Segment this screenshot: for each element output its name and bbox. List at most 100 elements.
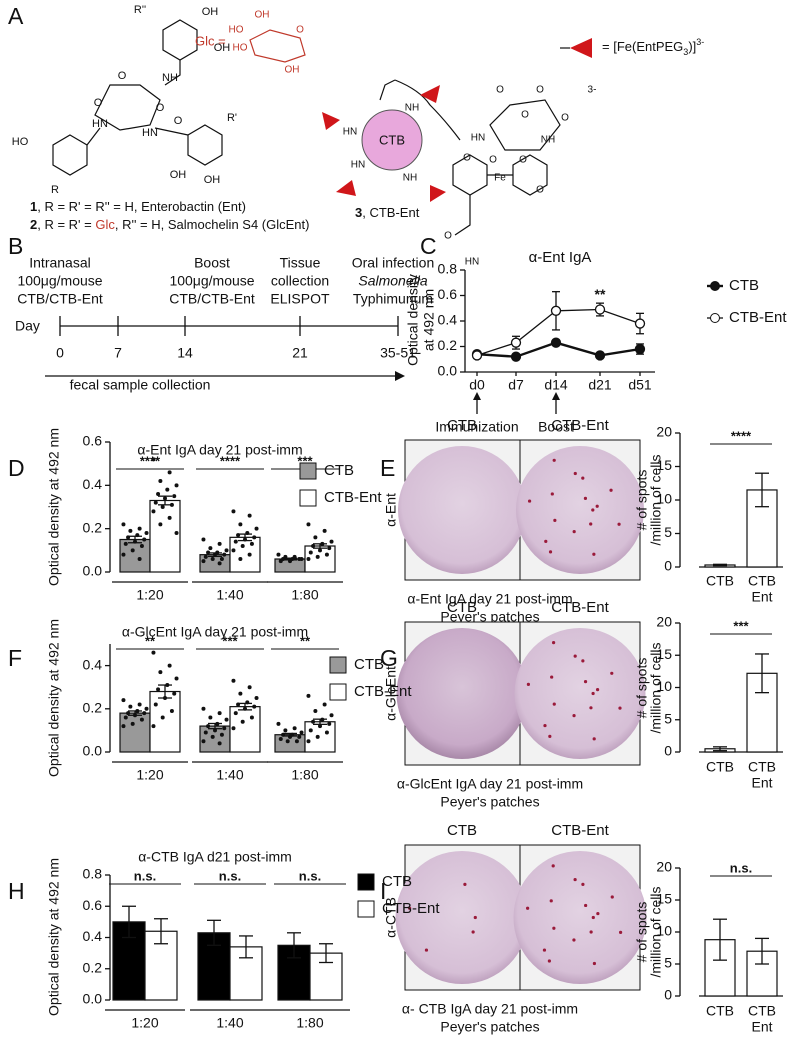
atom-label: O bbox=[536, 185, 544, 196]
data-point bbox=[121, 522, 126, 527]
data-point bbox=[128, 704, 133, 709]
spot bbox=[573, 471, 577, 476]
y-tick-label: 0.0 bbox=[438, 363, 458, 379]
atom-label: O bbox=[463, 153, 471, 164]
data-point bbox=[308, 728, 313, 733]
significance: ** bbox=[595, 286, 606, 302]
timeline-day: 21 bbox=[292, 345, 308, 361]
spot bbox=[473, 915, 477, 920]
y-tick-label: 10 bbox=[656, 678, 672, 694]
data-point bbox=[174, 676, 179, 681]
atom-label: HN bbox=[92, 118, 108, 130]
data-point bbox=[252, 704, 257, 709]
data-point bbox=[128, 528, 133, 533]
data-point bbox=[137, 702, 142, 707]
data-point bbox=[285, 739, 290, 744]
spot bbox=[542, 948, 547, 952]
timeline-event: Typhimurium bbox=[353, 291, 433, 307]
chart-title: α-Ent IgA day 21 post-imm bbox=[137, 442, 302, 458]
y-tick-label: 20 bbox=[656, 859, 672, 875]
arrow-head bbox=[473, 392, 481, 400]
x-tick-label: 1:80 bbox=[291, 587, 318, 603]
x-tick-label: CTB bbox=[706, 573, 734, 589]
compound-glc: Glc bbox=[95, 217, 115, 232]
atom-label: O bbox=[489, 155, 497, 166]
legend-marker bbox=[710, 281, 720, 291]
x-tick-label: CTB bbox=[748, 759, 776, 775]
data-point bbox=[322, 702, 327, 707]
atom-label: R' bbox=[227, 112, 237, 124]
well-row-label: α-CTB bbox=[383, 897, 399, 938]
spot bbox=[552, 458, 556, 462]
well-column-label: CTB bbox=[447, 822, 477, 839]
x-tick-label: Ent bbox=[751, 775, 772, 791]
legend-label: CTB bbox=[324, 462, 354, 479]
data-point bbox=[172, 494, 177, 499]
timeline-event: 100μg/mouse bbox=[17, 273, 102, 289]
significance: **** bbox=[220, 453, 241, 468]
data-point bbox=[172, 691, 177, 696]
spot bbox=[471, 930, 475, 934]
well-column-label: CTB-Ent bbox=[551, 417, 609, 434]
y-axis-label: /million of cells bbox=[648, 886, 664, 977]
data-point bbox=[238, 691, 243, 696]
timeline-event: CTB/CTB-Ent bbox=[17, 291, 103, 307]
data-point bbox=[137, 526, 142, 531]
y-tick-label: 0.4 bbox=[83, 476, 103, 492]
spot bbox=[548, 734, 552, 738]
data-point bbox=[292, 726, 297, 731]
panel-label: E bbox=[380, 455, 395, 481]
data-point bbox=[158, 670, 163, 675]
spot bbox=[548, 550, 553, 554]
data-point bbox=[278, 737, 283, 742]
spot bbox=[618, 930, 623, 934]
y-tick-label: 0.0 bbox=[83, 563, 103, 579]
data-point bbox=[313, 708, 318, 713]
atom-label: OH bbox=[214, 42, 231, 54]
well-column-label: CTB-Ent bbox=[551, 599, 609, 616]
y-axis-label: Optical density bbox=[405, 274, 421, 366]
well-caption: α-GlcEnt IgA day 21 post-imm bbox=[397, 776, 583, 792]
data-point bbox=[130, 548, 135, 553]
compound-number: 3 bbox=[355, 205, 362, 220]
data-point bbox=[222, 726, 227, 731]
atom-label: HN bbox=[465, 257, 479, 268]
x-tick-label: d21 bbox=[588, 377, 612, 393]
atom-label: O bbox=[118, 70, 127, 82]
data-point bbox=[217, 741, 222, 746]
timeline-event: 100μg/mouse bbox=[169, 273, 254, 289]
bar bbox=[229, 946, 263, 1001]
compound-1: 1, R = R' = R'' = H, Enterobactin (Ent) bbox=[30, 199, 246, 214]
spot bbox=[543, 723, 547, 728]
significance: *** bbox=[733, 618, 749, 633]
atom-label: 3- bbox=[588, 85, 597, 96]
data-point bbox=[313, 535, 318, 540]
line-series bbox=[476, 308, 641, 357]
data-point bbox=[240, 719, 245, 724]
spot bbox=[463, 882, 467, 886]
spot bbox=[610, 895, 614, 899]
chart-title: α-GlcEnt IgA day 21 post-imm bbox=[122, 624, 308, 640]
y-axis-label: /million of cells bbox=[648, 642, 664, 733]
legend-label: CTB-Ent bbox=[382, 900, 440, 917]
well-row-label: α-GlcEnt bbox=[383, 666, 399, 721]
atom-label: O bbox=[444, 231, 452, 242]
data-point bbox=[144, 706, 149, 711]
y-tick-label: 0.0 bbox=[83, 991, 103, 1007]
data-point bbox=[217, 561, 222, 566]
y-tick-label: 5 bbox=[664, 955, 672, 971]
data-point bbox=[318, 724, 322, 729]
y-axis-label: Optical density at 492 nm bbox=[46, 619, 62, 777]
point bbox=[634, 318, 646, 329]
data-point bbox=[210, 557, 215, 561]
data-point bbox=[156, 492, 161, 496]
data-point bbox=[238, 522, 243, 527]
spot bbox=[553, 518, 557, 522]
data-point bbox=[151, 724, 156, 729]
panel-label: I bbox=[380, 878, 386, 904]
y-tick-label: 0.6 bbox=[83, 897, 103, 913]
timeline-event: Intranasal bbox=[29, 255, 90, 271]
x-tick-label: 1:20 bbox=[136, 587, 163, 603]
data-point bbox=[224, 717, 229, 722]
data-point bbox=[219, 732, 224, 737]
